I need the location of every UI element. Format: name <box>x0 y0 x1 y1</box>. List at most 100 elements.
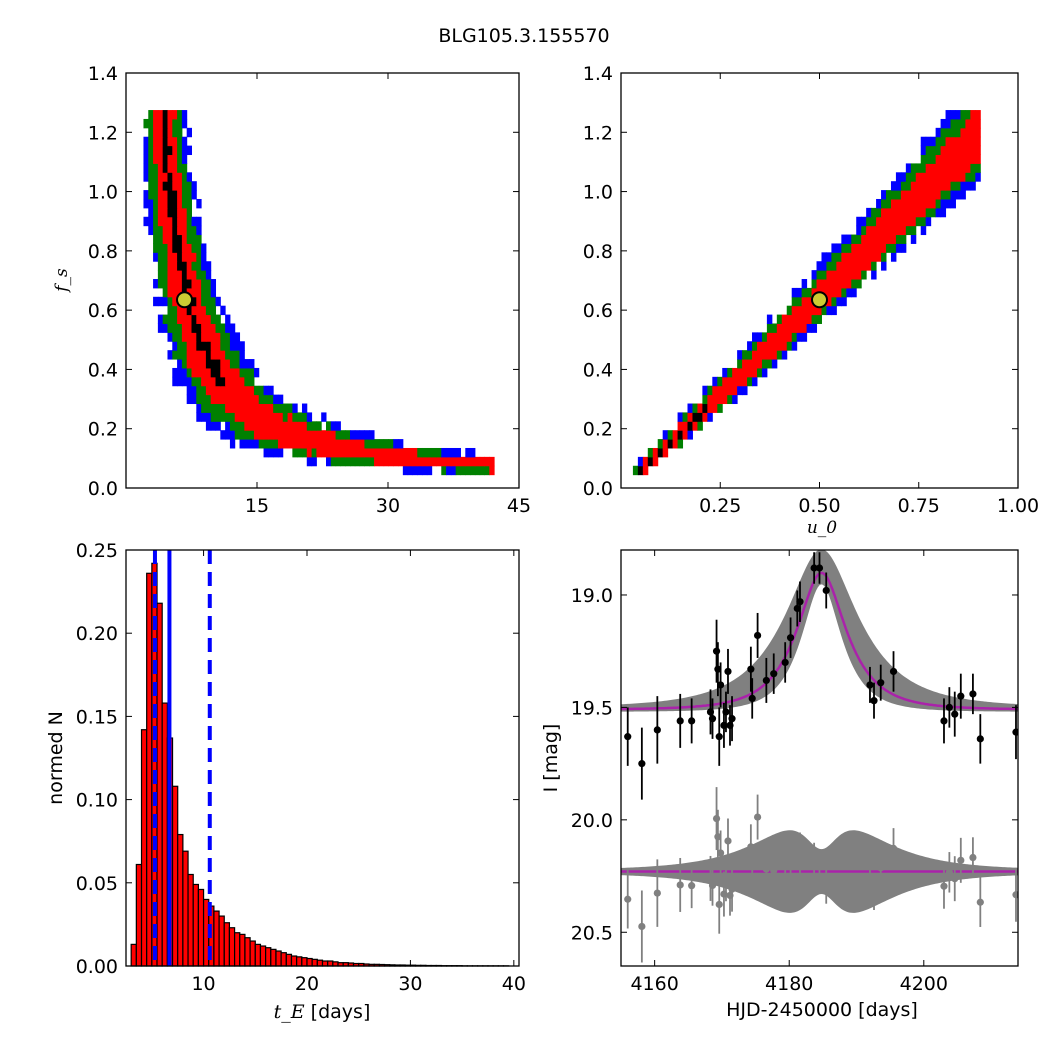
sigma2-cell <box>172 332 178 342</box>
sigma1-cell <box>398 456 404 467</box>
sigma1-cell <box>826 279 832 289</box>
best-cell <box>205 350 212 360</box>
sigma1-cell <box>712 403 718 413</box>
histogram-bar <box>321 960 329 967</box>
sigma1-cell <box>816 305 822 316</box>
data-point <box>638 760 646 768</box>
y-tick-label: 0.6 <box>88 300 118 322</box>
x-tick-label: 30 <box>398 973 422 995</box>
sigma1-cell <box>866 234 872 244</box>
sigma1-cell <box>201 314 207 324</box>
sigma1-cell <box>422 456 428 467</box>
sigma2-cell <box>244 376 250 387</box>
sigma2-cell <box>177 110 183 120</box>
sigma2-cell <box>881 198 887 209</box>
sigma1-cell <box>364 447 370 458</box>
sigma2-cell <box>277 403 284 413</box>
sigma1-cell <box>153 110 159 120</box>
sigma3-cell <box>191 181 197 191</box>
sigma1-cell <box>181 252 188 262</box>
sigma2-cell <box>186 198 192 209</box>
histogram-bar <box>192 883 199 967</box>
sigma1-cell <box>301 439 308 449</box>
data-point <box>653 726 661 734</box>
sigma1-cell <box>157 207 164 218</box>
sigma2-cell <box>196 394 202 405</box>
sigma3-cell <box>186 172 192 182</box>
sigma1-cell <box>747 359 753 369</box>
sigma2-cell <box>431 447 437 458</box>
sigma2-cell <box>930 145 937 156</box>
sigma1-cell <box>177 225 183 236</box>
xlabel-tE: t_E [days] <box>274 1001 371 1023</box>
sigma1-cell <box>945 145 952 156</box>
sigma3-cell <box>335 421 341 431</box>
sigma1-cell <box>220 394 226 405</box>
sigma1-cell <box>642 465 649 476</box>
sigma1-cell <box>771 341 778 351</box>
sigma1-cell <box>167 287 173 298</box>
sigma2-cell <box>234 430 241 440</box>
sigma1-cell <box>258 421 265 431</box>
residual-point <box>877 864 885 872</box>
sigma3-cell <box>162 323 168 333</box>
sigma3-cell <box>950 110 956 120</box>
sigma2-cell <box>632 465 639 476</box>
sigma3-cell <box>167 332 173 342</box>
sigma1-cell <box>970 154 976 164</box>
sigma1-cell <box>861 252 867 262</box>
sigma2-cell <box>737 359 743 369</box>
sigma2-cell <box>229 412 236 422</box>
sigma2-cell <box>791 296 798 307</box>
sigma1-cell <box>732 385 738 396</box>
sigma1-cell <box>752 359 758 369</box>
sigma2-cell <box>752 341 758 351</box>
sigma1-cell <box>167 279 173 289</box>
sigma2-cell <box>162 279 168 289</box>
sigma1-cell <box>172 154 178 164</box>
sigma2-cell <box>359 456 365 467</box>
sigma2-cell <box>816 314 822 324</box>
sigma3-cell <box>181 136 188 147</box>
residual-point <box>957 856 965 864</box>
sigma1-cell <box>292 439 298 449</box>
sigma1-cell <box>167 216 173 227</box>
sigma1-cell <box>955 172 961 182</box>
sigma2-cell <box>172 305 178 316</box>
sigma3-cell <box>186 145 192 156</box>
y-tick-label: 0.25 <box>76 540 118 562</box>
sigma1-cell <box>970 118 976 129</box>
sigma1-cell <box>268 430 274 440</box>
xlabel-u0: u_0 <box>807 518 837 538</box>
sigma3-cell <box>761 367 768 378</box>
sigma1-cell <box>354 447 361 458</box>
sigma3-cell <box>172 367 178 378</box>
data-point <box>877 679 885 687</box>
sigma2-cell <box>301 412 308 422</box>
sigma1-cell <box>205 367 212 378</box>
sigma2-cell <box>340 456 346 467</box>
sigma2-cell <box>191 243 197 253</box>
sigma1-cell <box>181 332 188 342</box>
sigma1-cell <box>196 314 202 324</box>
sigma3-cell <box>407 465 413 476</box>
sigma2-cell <box>311 447 317 458</box>
sigma2-cell <box>263 439 269 449</box>
sigma1-cell <box>181 323 188 333</box>
sigma1-cell <box>846 270 852 280</box>
sigma3-cell <box>856 216 862 227</box>
sigma2-cell <box>915 216 922 227</box>
sigma1-cell <box>756 341 763 351</box>
sigma3-cell <box>229 341 236 351</box>
sigma3-cell <box>861 216 867 227</box>
sigma1-cell <box>205 332 212 342</box>
sigma1-cell <box>378 447 385 458</box>
sigma1-cell <box>851 261 857 271</box>
sigma1-cell <box>402 456 409 467</box>
sigma1-cell <box>771 350 778 360</box>
sigma1-cell <box>316 447 322 458</box>
sigma2-cell <box>910 163 917 173</box>
sigma1-cell <box>181 207 188 218</box>
sigma1-cell <box>196 279 202 289</box>
histogram-bar <box>135 863 143 967</box>
